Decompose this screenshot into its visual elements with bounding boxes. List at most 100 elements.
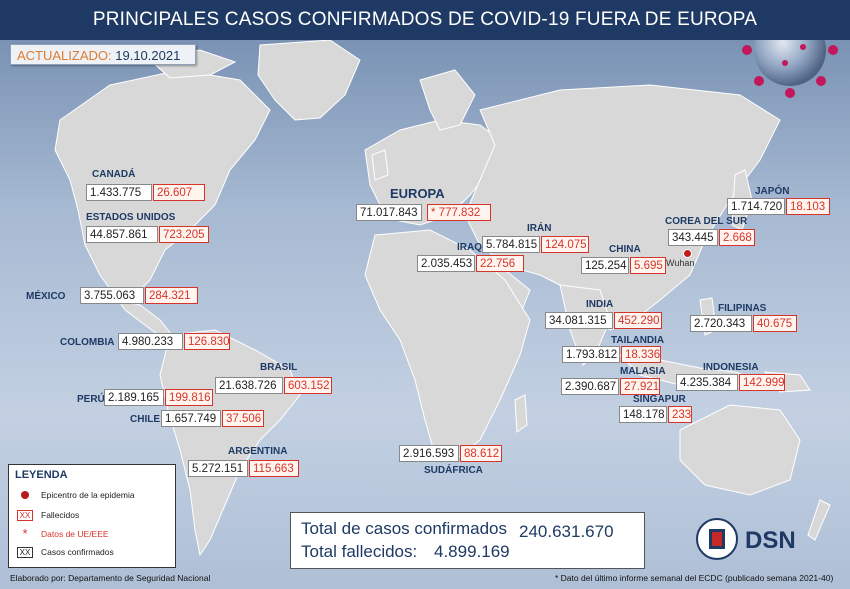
epicenter-dot-icon (21, 490, 29, 499)
country-name: SINGAPUR (633, 394, 686, 405)
deaths-value: 603.152 (284, 377, 332, 394)
legend-item-epicenter: Epicentro de la epidemia (15, 490, 135, 501)
country-name: CHINA (609, 244, 641, 255)
deaths-value: 40.675 (753, 315, 797, 332)
legend: LEYENDA Epicentro de la epidemia XX Falle… (8, 464, 176, 568)
land-new-zealand (807, 499, 831, 541)
updated-label: ACTUALIZADO: (17, 48, 112, 63)
deaths-value: 88.612 (460, 445, 502, 462)
confirmed-value: 2.035.453 (417, 255, 475, 272)
confirmed-value: 5.272.151 (188, 460, 248, 477)
confirmed-value: 1.657.749 (161, 410, 221, 427)
total-deaths-label: Total fallecidos: (301, 542, 418, 561)
total-confirmed-label: Total de casos confirmados (301, 519, 507, 538)
logo-text: DSN (745, 527, 796, 554)
confirmed-value: 2.720.343 (690, 315, 752, 332)
map-title: PRINCIPALES CASOS CONFIRMADOS DE COVID-1… (92, 9, 758, 30)
deaths-value: 115.663 (249, 460, 299, 477)
deaths-value: 126.830 (184, 333, 230, 350)
land-australia (679, 404, 801, 496)
legend-item-eu: * Datos de UE/EEE (15, 525, 109, 541)
land-scandinavia (419, 69, 476, 131)
confirmed-value: 71.017.843 (356, 204, 422, 221)
country-name: PERÚ (77, 394, 105, 405)
confirmed-value: 21.638.726 (215, 377, 283, 394)
deaths-value: 124.075 (541, 236, 589, 253)
updated-date: 19.10.2021 (115, 48, 181, 63)
epicenter-label: Wuhan (666, 258, 695, 268)
country-name: ESTADOS UNIDOS (86, 212, 176, 223)
deaths-symbol: XX (16, 510, 34, 522)
deaths-value: 37.506 (222, 410, 264, 427)
confirmed-value: 2.916.593 (399, 445, 459, 462)
country-name: INDIA (586, 299, 614, 310)
country-name: ARGENTINA (228, 446, 288, 457)
deaths-value: 18.336 (621, 346, 661, 363)
footer-note: * Dato del último informe semanal del EC… (555, 573, 834, 583)
country-name: SUDÁFRICA (424, 465, 483, 476)
legend-text: Casos confirmados (41, 547, 114, 557)
legend-text: Epicentro de la epidemia (41, 490, 135, 500)
legend-item-deaths: XX Fallecidos (15, 510, 80, 522)
deaths-value: 22.756 (476, 255, 524, 272)
total-deaths-value: 4.899.169 (434, 542, 510, 561)
land-uk (371, 149, 389, 181)
confirmed-value: 148.178 (619, 406, 667, 423)
deaths-value: 233 (668, 406, 692, 423)
confirmed-symbol: XX (16, 547, 34, 559)
epicenter-marker (683, 249, 692, 258)
country-name: COREA DEL SUR (665, 216, 748, 227)
deaths-value: 18.103 (786, 198, 830, 215)
country-name: COLOMBIA (60, 337, 115, 348)
country-name: INDONESIA (703, 362, 759, 373)
deaths-value: 26.607 (153, 184, 205, 201)
confirmed-value: 44.857.861 (86, 226, 158, 243)
confirmed-value: 1.433.775 (86, 184, 152, 201)
title-bar (0, 0, 850, 40)
confirmed-value: 125.254 (581, 257, 629, 274)
land-greenland (257, 39, 361, 121)
country-name: MÉXICO (26, 291, 66, 302)
country-name: CANADÁ (92, 169, 136, 180)
region-name: EUROPA (390, 186, 445, 201)
confirmed-value: 1.714.720 (727, 198, 785, 215)
deaths-value: 142.999 (739, 374, 785, 391)
deaths-value: * 777.832 (427, 204, 491, 221)
country-name: CHILE (130, 414, 160, 425)
deaths-value: 27.921 (620, 378, 660, 395)
totals-box: Total de casos confirmados 240.631.670 T… (290, 512, 645, 569)
confirmed-value: 34.081.315 (545, 312, 613, 329)
dsn-logo: DSN (696, 518, 796, 560)
country-name: TAILANDIA (611, 335, 665, 346)
country-name: FILIPINAS (718, 303, 767, 314)
asterisk-symbol: * (22, 525, 28, 541)
confirmed-value: 5.784.815 (482, 236, 540, 253)
confirmed-value: 1.793.812 (562, 346, 620, 363)
country-name: IRÁN (527, 223, 552, 234)
land-madagascar (514, 394, 528, 433)
country-name: JAPÓN (755, 186, 790, 197)
country-name: IRAQ (457, 242, 482, 253)
confirmed-value: 3.755.063 (80, 287, 144, 304)
country-name: MALASIA (620, 366, 666, 377)
deaths-value: 2.668 (719, 229, 755, 246)
legend-title: LEYENDA (15, 469, 68, 481)
confirmed-value: 2.189.165 (104, 389, 164, 406)
legend-text: Fallecidos (41, 510, 80, 520)
confirmed-value: 343.445 (668, 229, 718, 246)
footer-credit: Elaborado por: Departamento de Seguridad… (10, 573, 211, 583)
deaths-value: 452.290 (614, 312, 662, 329)
confirmed-value: 4.235.384 (676, 374, 738, 391)
updated-badge: ACTUALIZADO: 19.10.2021 (10, 44, 196, 65)
deaths-value: 5.695 (630, 257, 666, 274)
deaths-value: 284.321 (145, 287, 198, 304)
deaths-value: 723.205 (159, 226, 209, 243)
deaths-value: 199.816 (165, 389, 213, 406)
confirmed-value: 4.980.233 (118, 333, 183, 350)
legend-text: Datos de UE/EEE (41, 529, 109, 539)
confirmed-value: 2.390.687 (561, 378, 619, 395)
legend-item-confirmed: XX Casos confirmados (15, 547, 114, 559)
total-confirmed-value: 240.631.670 (519, 522, 614, 541)
country-name: BRASIL (260, 362, 298, 373)
